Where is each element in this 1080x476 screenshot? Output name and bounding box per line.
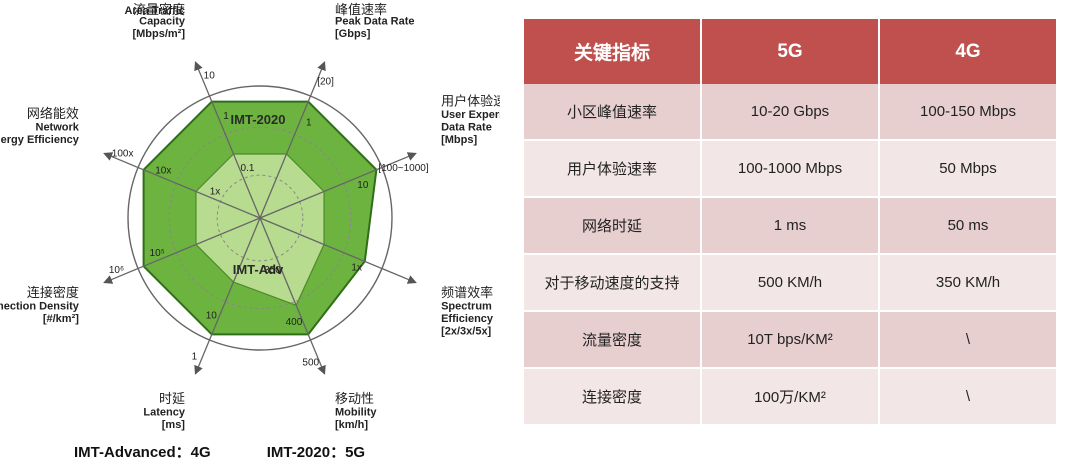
row-4g-value: 50 ms [878, 197, 1058, 255]
row-5g-value: 1 ms [700, 197, 880, 255]
axis-label-3-1: Mobility [335, 407, 377, 419]
row-5g-value: 10T bps/KM² [700, 311, 880, 369]
radar-axis-0 [259, 61, 326, 219]
axis-label-2-3: [2x/3x/5x] [441, 326, 491, 338]
tick-inner-7: 0.1 [241, 163, 255, 174]
axis-label-0-0: 峰值速率 [335, 2, 387, 17]
radar-inner-title: IMT-2020 [231, 112, 286, 127]
legend-imt-2020: IMT-2020：5G [266, 444, 366, 461]
axis-label-4-2: [ms] [162, 419, 186, 431]
row-5g-value: 100万/KM² [700, 368, 880, 426]
radar-axis-3 [259, 217, 326, 375]
legend-imt-advanced: IMT-Advanced：4G [74, 444, 211, 461]
axis-label-7-1: Area Traffic [124, 5, 185, 17]
row-metric: 用户体验速率 [522, 140, 702, 198]
radar-diagram: IMT-2020 IMT-Adv 1 [20] 10 [100~1000] 1x 350 400… [0, 0, 500, 476]
tick-outer-0: [20] [317, 77, 334, 88]
tick-mid-6: 10x [155, 165, 171, 176]
tick-outer-1: [100~1000] [378, 163, 429, 174]
radar-ring-1 [168, 126, 352, 310]
axis-label-4-1: Latency [143, 407, 185, 419]
radar-axis-1 [259, 152, 417, 219]
tick-outer-3: 500 [302, 357, 319, 368]
table-row: 小区峰值速率 10-20 Gbps 100-150 Mbps [522, 84, 1058, 141]
axis-label-0-2: [Gbps] [335, 28, 371, 40]
row-metric: 流量密度 [522, 311, 702, 369]
radar-axis-6 [103, 152, 261, 219]
axis-label-1-1: User Experienced [441, 109, 500, 121]
row-metric: 网络时延 [522, 197, 702, 255]
tick-mid-5: 10⁵ [150, 248, 165, 259]
radar-svg: IMT-2020 IMT-Adv 1 [20] 10 [100~1000] 1x 350 400… [0, 2, 500, 431]
axis-label-3-0: 移动性 [335, 391, 374, 406]
axis-label-7-0: 流量密度 [133, 2, 185, 17]
header-metric: 关键指标 [522, 19, 702, 84]
row-metric: 对于移动速度的支持 [522, 254, 702, 312]
radar-axis-7 [194, 61, 261, 219]
table-row: 网络时延 1 ms 50 ms [522, 197, 1058, 255]
axis-label-5-1: Connection Density [0, 301, 80, 313]
tick-inner-6: 1x [210, 187, 221, 198]
radar-axis-4 [194, 217, 261, 375]
axis-label-7-2: Capacity [139, 15, 186, 27]
header-5g: 5G [700, 19, 880, 84]
row-4g-value: \ [878, 311, 1058, 369]
axis-label-5-2: [#/km²] [43, 313, 79, 325]
row-4g-value: \ [878, 368, 1058, 426]
axis-label-1-0: 用户体验速率 [441, 93, 500, 108]
axis-label-2-2: Efficiency [441, 313, 494, 325]
row-5g-value: 10-20 Gbps [700, 84, 880, 141]
header-4g: 4G [878, 19, 1058, 84]
tick-outer-7: 10 [204, 71, 216, 82]
axis-label-4-0: 时延 [159, 391, 185, 406]
row-4g-value: 50 Mbps [878, 140, 1058, 198]
axis-label-1-2: Data Rate [441, 121, 492, 133]
axis-label-2-1: Spectrum [441, 301, 492, 313]
radar-axis-2 [259, 217, 417, 284]
table-header-row: 关键指标 5G 4G [522, 19, 1058, 84]
axis-label-7-3: [Mbps/m²] [132, 28, 185, 40]
axis-label-3-2: [km/h] [335, 419, 368, 431]
tick-inner-3: 350 [264, 265, 281, 276]
radar-inner-label: IMT-Adv [233, 262, 284, 277]
row-4g-value: 100-150 Mbps [878, 84, 1058, 141]
row-metric: 连接密度 [522, 368, 702, 426]
legend: IMT-Advanced：4G IMT-2020：5G [74, 441, 365, 462]
tick-outer-6: 100x [112, 148, 134, 159]
table-row: 流量密度 10T bps/KM² \ [522, 311, 1058, 369]
tick-outer-4: 1 [192, 351, 198, 362]
row-4g-value: 350 KM/h [878, 254, 1058, 312]
axis-label-0-1: Peak Data Rate [335, 15, 415, 27]
axis-label-6-1: Network [36, 121, 80, 133]
tick-mid-1: 10 [357, 180, 369, 191]
axis-label-2-0: 频谱效率 [441, 285, 493, 300]
tick-mid-7: 1 [223, 111, 229, 122]
radar-axis-5 [103, 217, 261, 284]
axis-label-6-0: 网络能效 [27, 106, 79, 121]
axis-label-6-2: Energy Efficiency [0, 134, 80, 146]
kpi-comparison-table: 关键指标 5G 4G 小区峰值速率 10-20 Gbps 100-150 Mbp… [522, 19, 1058, 426]
row-5g-value: 500 KM/h [700, 254, 880, 312]
table-row: 用户体验速率 100-1000 Mbps 50 Mbps [522, 140, 1058, 198]
table-row: 连接密度 100万/KM² \ [522, 368, 1058, 426]
radar-ring-0 [216, 174, 304, 262]
table-row: 对于移动速度的支持 500 KM/h 350 KM/h [522, 254, 1058, 312]
row-5g-value: 100-1000 Mbps [700, 140, 880, 198]
tick-mid-4: 10 [206, 311, 218, 322]
tick-mid-2: 1x [351, 263, 362, 274]
axis-label-1-3: [Mbps] [441, 134, 477, 146]
axis-label-5-0: 连接密度 [27, 285, 79, 300]
tick-outer-5: 10⁶ [109, 265, 124, 276]
row-metric: 小区峰值速率 [522, 84, 702, 141]
tick-mid-3: 400 [286, 317, 303, 328]
tick-mid-0: 1 [306, 117, 312, 128]
